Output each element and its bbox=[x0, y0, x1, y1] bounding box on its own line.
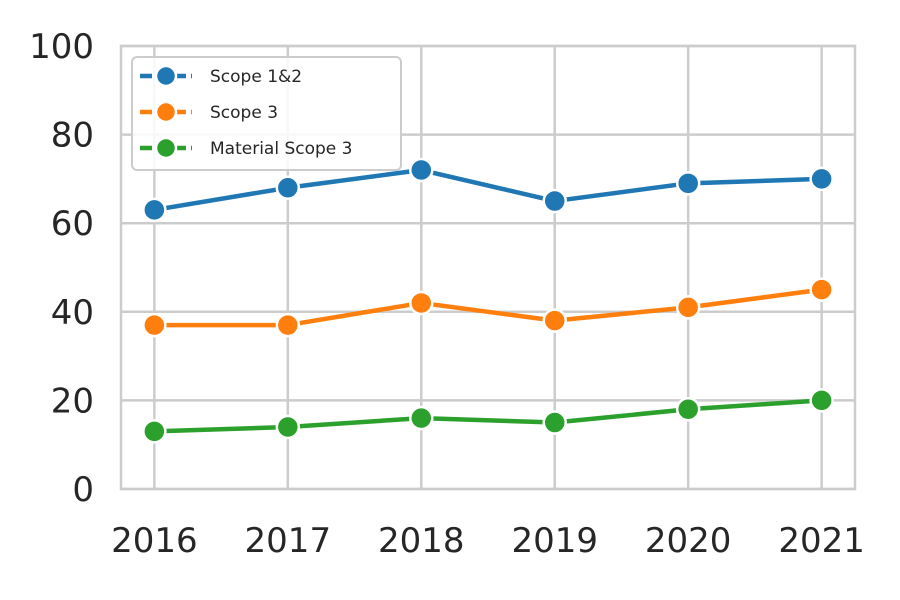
data-point bbox=[142, 312, 167, 338]
data-point bbox=[275, 312, 301, 338]
data-point bbox=[675, 295, 701, 320]
y-tick-label: 80 bbox=[51, 116, 94, 156]
series-line bbox=[152, 287, 824, 328]
legend-marker bbox=[154, 64, 178, 88]
data-point bbox=[275, 175, 301, 201]
y-tick-label: 100 bbox=[29, 27, 94, 67]
y-tick-label: 20 bbox=[51, 381, 94, 421]
series-material-scope-3 bbox=[142, 388, 834, 444]
data-point bbox=[409, 290, 434, 316]
y-axis-ticks: 0 20 40 60 80 100 bbox=[29, 27, 94, 510]
data-point bbox=[409, 157, 434, 183]
x-tick-label: 2019 bbox=[511, 521, 598, 561]
series-lines bbox=[142, 157, 834, 444]
data-point bbox=[142, 419, 167, 444]
data-point bbox=[542, 188, 567, 214]
legend-item: Scope 3 bbox=[140, 100, 278, 124]
legend-label: Scope 1&2 bbox=[210, 67, 302, 87]
legend-label: Scope 3 bbox=[210, 103, 278, 123]
data-point bbox=[675, 171, 701, 196]
series-line bbox=[152, 398, 824, 434]
x-tick-label: 2017 bbox=[245, 521, 332, 561]
data-point bbox=[809, 277, 834, 302]
data-point bbox=[409, 405, 434, 431]
legend-box bbox=[131, 56, 402, 171]
series-scope-3 bbox=[142, 277, 834, 338]
y-tick-label: 0 bbox=[72, 470, 94, 510]
y-tick-label: 60 bbox=[51, 204, 94, 244]
x-tick-label: 2021 bbox=[778, 521, 865, 561]
legend-marker bbox=[154, 100, 178, 124]
data-point bbox=[542, 410, 567, 435]
plot-area-frame bbox=[119, 44, 857, 491]
data-point bbox=[809, 166, 834, 192]
series-line bbox=[152, 167, 824, 213]
data-point bbox=[275, 414, 301, 440]
data-point bbox=[809, 388, 834, 413]
data-point bbox=[542, 308, 567, 333]
legend-item: Material Scope 3 bbox=[140, 136, 352, 160]
y-tick-label: 40 bbox=[51, 293, 94, 333]
legend-item: Scope 1&2 bbox=[140, 64, 302, 88]
data-point bbox=[675, 397, 701, 422]
x-tick-label: 2020 bbox=[645, 521, 732, 561]
series-scope-1-2 bbox=[142, 157, 834, 223]
legend-label: Material Scope 3 bbox=[210, 139, 352, 159]
x-tick-label: 2018 bbox=[378, 521, 465, 561]
legend-marker bbox=[154, 136, 178, 160]
x-axis-ticks: 2016 2017 2018 2019 2020 2021 bbox=[111, 521, 865, 561]
data-point bbox=[142, 197, 167, 223]
x-tick-label: 2016 bbox=[111, 521, 198, 561]
legend: Scope 1&2 Scope 3 Material Scope 3 bbox=[131, 56, 402, 171]
